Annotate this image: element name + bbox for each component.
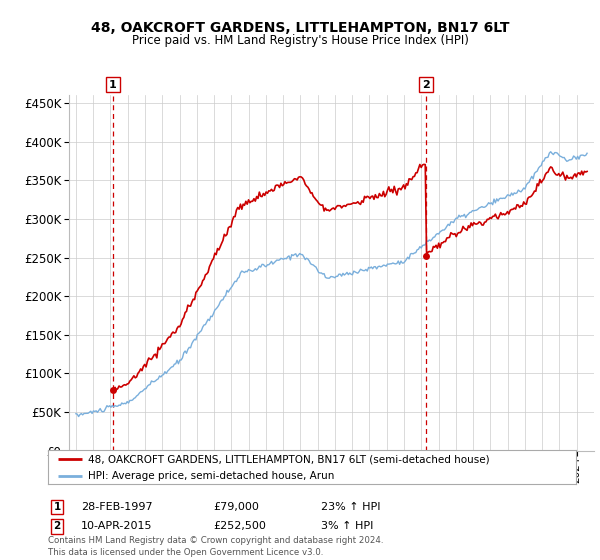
Text: 10-APR-2015: 10-APR-2015 (81, 521, 152, 531)
Text: Price paid vs. HM Land Registry's House Price Index (HPI): Price paid vs. HM Land Registry's House … (131, 34, 469, 46)
Text: 2: 2 (53, 521, 61, 531)
Text: £79,000: £79,000 (213, 502, 259, 512)
Text: 1: 1 (109, 80, 117, 90)
Text: 28-FEB-1997: 28-FEB-1997 (81, 502, 152, 512)
Text: Contains HM Land Registry data © Crown copyright and database right 2024.
This d: Contains HM Land Registry data © Crown c… (48, 536, 383, 557)
Text: 23% ↑ HPI: 23% ↑ HPI (321, 502, 380, 512)
Text: 3% ↑ HPI: 3% ↑ HPI (321, 521, 373, 531)
Text: 48, OAKCROFT GARDENS, LITTLEHAMPTON, BN17 6LT (semi-detached house): 48, OAKCROFT GARDENS, LITTLEHAMPTON, BN1… (88, 454, 489, 464)
Text: £252,500: £252,500 (213, 521, 266, 531)
Text: 1: 1 (53, 502, 61, 512)
Text: HPI: Average price, semi-detached house, Arun: HPI: Average price, semi-detached house,… (88, 471, 334, 480)
Text: 2: 2 (422, 80, 430, 90)
Text: 48, OAKCROFT GARDENS, LITTLEHAMPTON, BN17 6LT: 48, OAKCROFT GARDENS, LITTLEHAMPTON, BN1… (91, 21, 509, 35)
